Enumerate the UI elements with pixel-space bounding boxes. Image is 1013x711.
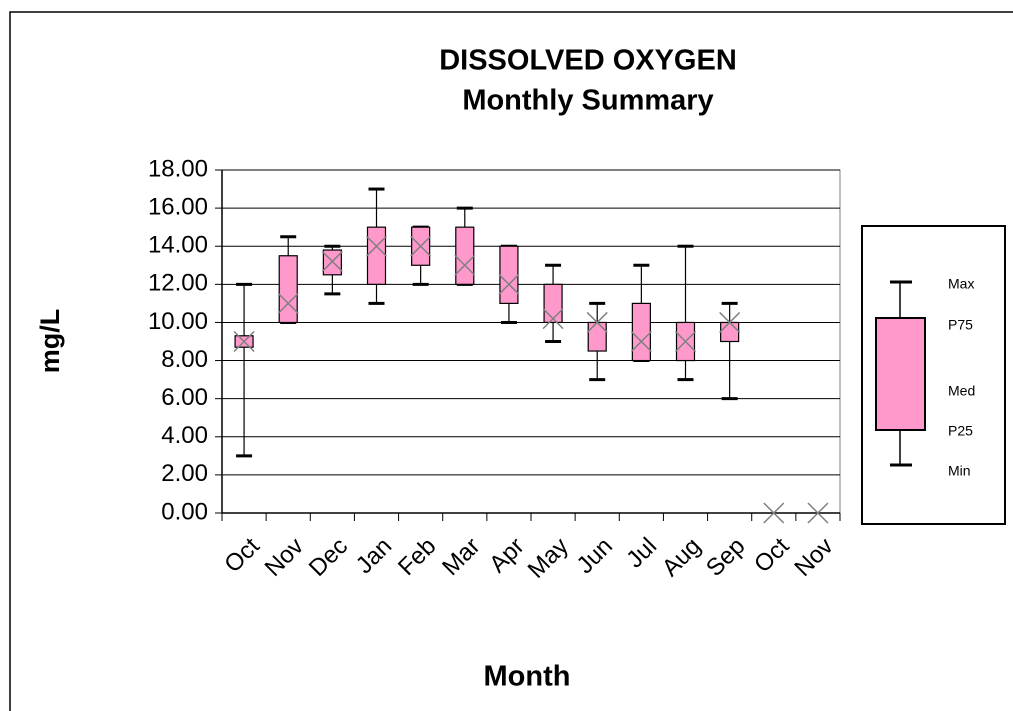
box xyxy=(499,245,519,304)
median-stroke xyxy=(233,330,255,353)
median-marker xyxy=(277,292,299,314)
legend-label: Med xyxy=(948,383,975,399)
box xyxy=(455,226,475,285)
y-tick-label: 16.00 xyxy=(148,193,208,220)
median-marker xyxy=(410,235,432,257)
legend-box-swatch xyxy=(875,317,926,431)
median-stroke xyxy=(719,311,741,333)
y-tick-label: 10.00 xyxy=(148,308,208,335)
median-marker xyxy=(674,330,697,353)
median-marker xyxy=(807,502,829,524)
y-tick-label: 8.00 xyxy=(161,346,208,373)
y-axis-label: mg/L xyxy=(35,309,65,374)
y-tick-label: 12.00 xyxy=(148,270,208,297)
box xyxy=(543,283,563,324)
x-axis-label: Month xyxy=(484,661,571,693)
y-tick-label: 4.00 xyxy=(161,422,208,449)
median-stroke xyxy=(542,308,564,330)
median-marker xyxy=(321,250,343,272)
legend-label: Max xyxy=(948,276,974,292)
median-stroke xyxy=(586,311,608,333)
y-tick-label: 14.00 xyxy=(148,232,208,259)
y-tick-label: 0.00 xyxy=(161,498,208,525)
y-tick-label: 6.00 xyxy=(161,384,208,411)
median-marker xyxy=(233,330,255,353)
median-stroke xyxy=(454,254,476,276)
chart-subtitle: Monthly Summary xyxy=(462,85,713,117)
median-stroke xyxy=(807,502,829,524)
median-stroke xyxy=(410,235,432,257)
box xyxy=(278,255,298,324)
box xyxy=(631,302,651,362)
median-stroke xyxy=(630,330,652,353)
plot-area xyxy=(221,169,841,514)
median-marker xyxy=(365,235,388,257)
box xyxy=(366,226,387,285)
median-marker xyxy=(630,330,652,353)
median-stroke xyxy=(321,250,343,272)
median-marker xyxy=(763,502,785,524)
chart-title: DISSOLVED OXYGEN xyxy=(439,45,737,77)
median-stroke xyxy=(674,330,697,353)
median-marker xyxy=(454,254,476,276)
median-stroke xyxy=(277,292,299,314)
median-marker xyxy=(586,311,608,333)
y-tick-label: 2.00 xyxy=(161,460,208,487)
box xyxy=(587,321,607,352)
legend-label: P25 xyxy=(948,423,973,439)
y-tick-label: 18.00 xyxy=(148,155,208,182)
median-stroke xyxy=(498,273,520,295)
legend-label: P75 xyxy=(948,317,973,333)
median-marker xyxy=(542,308,564,330)
median-marker xyxy=(498,273,520,295)
legend-label: Min xyxy=(948,463,971,479)
median-marker xyxy=(719,311,741,333)
box xyxy=(720,321,740,343)
median-stroke xyxy=(365,235,388,257)
median-stroke xyxy=(763,502,785,524)
